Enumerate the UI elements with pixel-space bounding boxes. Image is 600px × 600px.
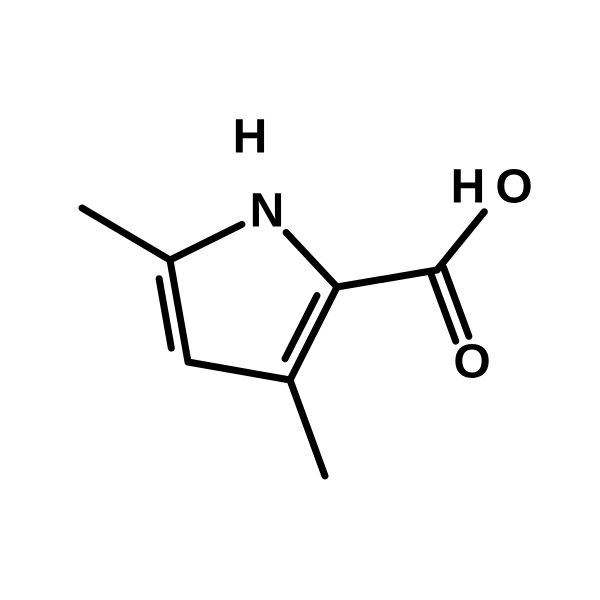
bond-line bbox=[437, 212, 484, 270]
labels-group: NHOOH bbox=[233, 111, 533, 389]
atom-label: H bbox=[451, 161, 486, 214]
bond-line bbox=[188, 362, 290, 380]
bond-line bbox=[285, 296, 317, 359]
chemical-structure-diagram: NHOOH bbox=[0, 0, 600, 600]
atom-label: N bbox=[250, 185, 285, 238]
bonds-group bbox=[82, 208, 484, 476]
bond-line bbox=[337, 270, 437, 287]
bond-line bbox=[170, 224, 242, 260]
bond-line bbox=[286, 232, 337, 287]
bond-line bbox=[159, 279, 171, 348]
bond-line bbox=[82, 208, 170, 260]
atom-label: H bbox=[233, 111, 268, 164]
bond-line bbox=[290, 380, 325, 476]
atom-label: O bbox=[453, 336, 490, 389]
atom-label: O bbox=[495, 161, 532, 214]
